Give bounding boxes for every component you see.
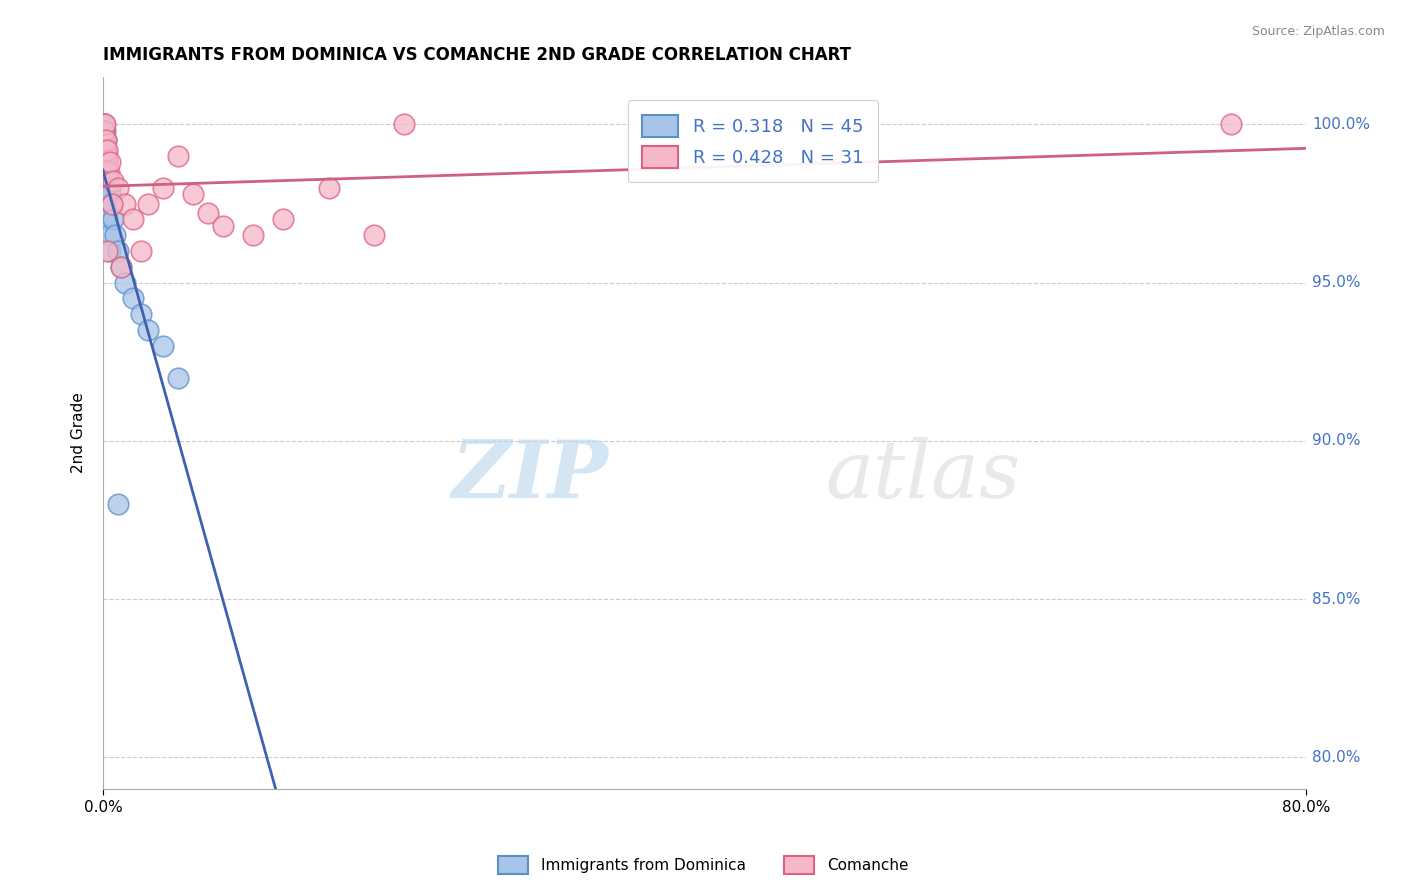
Legend: Immigrants from Dominica, Comanche: Immigrants from Dominica, Comanche (492, 850, 914, 880)
Point (93, 139, 115, 153)
Point (93, 149, 115, 163)
Point (100, 155, 122, 169)
Point (93, 117, 115, 131)
Point (93, 117, 115, 131)
Point (97, 165, 120, 179)
Point (93, 155, 115, 169)
Point (114, 276, 136, 290)
Point (94, 149, 117, 163)
Point (1220, 117, 1243, 131)
Legend: R = 0.318   N = 45, R = 0.428   N = 31: R = 0.318 N = 45, R = 0.428 N = 31 (628, 100, 877, 182)
Point (93, 196, 115, 211)
Text: atlas: atlas (825, 437, 1021, 515)
Point (103, 174, 125, 188)
Point (122, 212, 145, 227)
Point (181, 187, 204, 202)
Point (129, 244, 152, 258)
Point (94, 165, 117, 179)
Point (94, 117, 117, 131)
Point (93, 165, 115, 179)
Point (94, 124, 117, 138)
Point (94, 180, 117, 194)
Point (93, 143, 115, 157)
Text: IMMIGRANTS FROM DOMINICA VS COMANCHE 2ND GRADE CORRELATION CHART: IMMIGRANTS FROM DOMINICA VS COMANCHE 2ND… (103, 46, 851, 64)
Point (96, 155, 118, 169)
Point (96, 155, 118, 169)
Point (96, 149, 118, 163)
Point (107, 497, 129, 511)
Point (96, 149, 118, 163)
Text: Source: ZipAtlas.com: Source: ZipAtlas.com (1251, 25, 1385, 38)
Point (94, 143, 117, 157)
Point (136, 196, 159, 211)
Point (96, 212, 118, 227)
Point (100, 187, 122, 202)
Point (97, 228, 120, 243)
Point (107, 244, 129, 258)
Point (114, 196, 136, 211)
Point (93, 117, 115, 131)
Point (96, 206, 118, 220)
Point (242, 228, 264, 243)
Point (93, 133, 115, 147)
Text: 85.0%: 85.0% (1312, 591, 1361, 607)
Point (107, 180, 129, 194)
Point (136, 323, 159, 337)
Text: 100.0%: 100.0% (1312, 117, 1371, 132)
Point (97, 180, 120, 194)
Point (93, 180, 115, 194)
Point (93, 133, 115, 147)
Point (197, 206, 219, 220)
Point (101, 196, 124, 211)
Point (94, 133, 117, 147)
Point (93, 124, 115, 138)
Point (318, 180, 340, 194)
Text: ZIP: ZIP (451, 437, 609, 515)
Point (96, 196, 118, 211)
Point (392, 117, 415, 131)
Point (152, 339, 174, 353)
Point (110, 260, 132, 274)
Point (96, 244, 118, 258)
Point (122, 292, 145, 306)
Point (273, 212, 295, 227)
Point (96, 165, 118, 179)
Point (100, 244, 122, 258)
Point (363, 228, 385, 243)
Point (152, 180, 174, 194)
Text: 80.0%: 80.0% (1312, 750, 1361, 765)
Point (101, 196, 124, 211)
Point (97, 174, 120, 188)
Y-axis label: 2nd Grade: 2nd Grade (72, 392, 86, 474)
Point (93, 149, 115, 163)
Point (94, 187, 117, 202)
Point (104, 228, 127, 243)
Point (103, 212, 125, 227)
Point (212, 219, 235, 233)
Point (94, 133, 117, 147)
Point (93, 143, 115, 157)
Point (96, 143, 118, 157)
Point (93, 124, 115, 138)
Point (93, 165, 115, 179)
Point (94, 149, 117, 163)
Point (167, 370, 190, 384)
Point (167, 149, 190, 163)
Text: 95.0%: 95.0% (1312, 275, 1361, 290)
Point (129, 307, 152, 321)
Text: 90.0%: 90.0% (1312, 434, 1361, 449)
Point (93, 133, 115, 147)
Point (110, 260, 132, 274)
